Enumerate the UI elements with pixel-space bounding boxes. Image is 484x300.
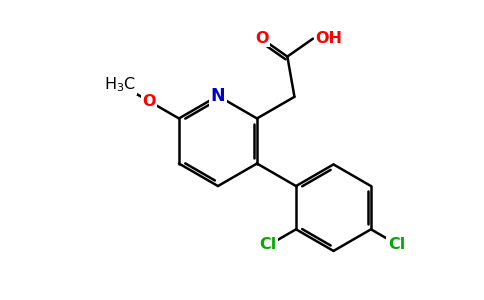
Text: O: O: [255, 31, 269, 46]
Text: Cl: Cl: [259, 237, 276, 252]
Text: OH: OH: [316, 31, 342, 46]
Text: H$_3$C: H$_3$C: [104, 75, 136, 94]
Text: Cl: Cl: [388, 237, 406, 252]
Text: N: N: [211, 87, 225, 105]
Text: O: O: [142, 94, 155, 109]
